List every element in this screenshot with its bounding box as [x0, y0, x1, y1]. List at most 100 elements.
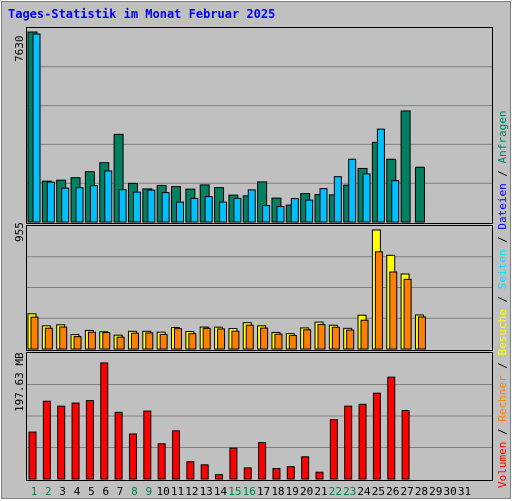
- bar-volumen-day-17: [258, 442, 267, 480]
- bar-rechner-day-26: [389, 271, 398, 350]
- bar-dateien-day-9: [147, 189, 156, 223]
- bar-rechner-day-1: [30, 316, 39, 350]
- bar-dateien-day-20: [305, 199, 314, 223]
- bar-volumen-day-16: [243, 467, 252, 480]
- bar-rechner-day-28: [417, 316, 426, 350]
- bar-anfragen-day-27: [400, 110, 411, 223]
- x-tick-19: 19: [286, 485, 299, 498]
- bar-volumen-day-21: [315, 471, 324, 480]
- bar-volumen-day-6: [100, 362, 109, 480]
- bar-volumen-day-8: [128, 433, 137, 480]
- bar-dateien-day-17: [262, 205, 271, 223]
- bar-rechner-day-2: [44, 327, 53, 350]
- bar-rechner-day-25: [374, 251, 383, 350]
- bar-volumen-day-22: [329, 419, 338, 480]
- requests-files-panel: [26, 27, 493, 224]
- x-tick-4: 4: [74, 485, 81, 498]
- bar-rechner-day-5: [87, 331, 96, 350]
- bar-dateien-day-8: [132, 191, 141, 223]
- x-tick-9: 9: [145, 485, 152, 498]
- x-tick-16: 16: [243, 485, 256, 498]
- bar-volumen-day-1: [28, 431, 37, 480]
- bar-volumen-day-23: [344, 405, 353, 480]
- chart-title: Tages-Statistik im Monat Februar 2025: [8, 7, 276, 21]
- x-tick-30: 30: [444, 485, 457, 498]
- bar-volumen-day-7: [114, 411, 123, 480]
- x-tick-14: 14: [214, 485, 228, 498]
- x-tick-18: 18: [271, 485, 284, 498]
- bar-volumen-day-24: [358, 403, 367, 480]
- bar-dateien-day-18: [276, 206, 285, 223]
- x-tick-20: 20: [300, 485, 313, 498]
- bar-rechner-day-9: [145, 332, 154, 350]
- bar-dateien-day-15: [233, 197, 242, 223]
- x-tick-3: 3: [59, 485, 66, 498]
- x-tick-5: 5: [88, 485, 95, 498]
- bar-volumen-day-2: [42, 400, 51, 480]
- bar-rechner-day-23: [346, 329, 355, 350]
- x-tick-11: 11: [171, 485, 184, 498]
- bar-rechner-day-19: [288, 334, 297, 350]
- x-tick-7: 7: [117, 485, 124, 498]
- bar-dateien-day-14: [219, 201, 228, 223]
- bar-volumen-day-15: [229, 447, 238, 480]
- bar-volumen-day-26: [387, 376, 396, 480]
- bar-volumen-day-3: [57, 405, 66, 480]
- bar-dateien-day-11: [176, 201, 184, 223]
- visits-hosts-panel: [26, 225, 493, 351]
- bar-rechner-day-17: [260, 327, 269, 350]
- bar-volumen-day-9: [143, 410, 152, 480]
- x-tick-23: 23: [343, 485, 356, 498]
- bar-dateien-day-22: [333, 176, 342, 223]
- bar-rechner-day-27: [403, 278, 412, 350]
- bar-dateien-day-25: [376, 128, 385, 223]
- x-tick-12: 12: [185, 485, 198, 498]
- bar-rechner-day-18: [274, 333, 283, 350]
- bar-volumen-day-5: [85, 400, 94, 480]
- bar-anfragen-day-28: [414, 166, 425, 223]
- x-tick-24: 24: [357, 485, 371, 498]
- bar-volumen-day-27: [401, 409, 410, 480]
- x-tick-1: 1: [31, 485, 38, 498]
- bar-volumen-day-25: [372, 392, 381, 480]
- bar-rechner-day-4: [73, 336, 82, 350]
- bar-rechner-day-10: [159, 333, 168, 350]
- bar-volumen-day-4: [71, 402, 80, 480]
- bar-volumen-day-11: [172, 430, 180, 480]
- bar-dateien-day-13: [204, 196, 213, 223]
- bar-rechner-day-14: [217, 328, 226, 350]
- volume-panel: [26, 352, 493, 481]
- x-tick-28: 28: [415, 485, 428, 498]
- bar-volumen-day-13: [200, 464, 209, 480]
- bar-volumen-day-20: [301, 456, 310, 480]
- bar-rechner-day-11: [174, 328, 182, 350]
- bar-rechner-day-6: [102, 332, 111, 350]
- bar-rechner-day-15: [231, 330, 240, 350]
- bar-dateien-day-24: [362, 173, 371, 223]
- x-tick-17: 17: [257, 485, 270, 498]
- bar-dateien-day-1: [32, 33, 41, 223]
- x-tick-8: 8: [131, 485, 138, 498]
- x-tick-13: 13: [200, 485, 213, 498]
- bar-dateien-day-7: [118, 189, 127, 223]
- bar-rechner-day-13: [202, 327, 211, 350]
- bar-dateien-day-10: [161, 192, 170, 223]
- x-tick-29: 29: [429, 485, 442, 498]
- bar-rechner-day-22: [331, 326, 340, 350]
- bar-volumen-day-12: [186, 461, 195, 480]
- bar-dateien-day-23: [348, 158, 357, 223]
- bar-rechner-day-8: [130, 332, 139, 350]
- bar-dateien-day-2: [46, 181, 55, 223]
- x-tick-10: 10: [157, 485, 170, 498]
- bar-rechner-day-24: [360, 319, 369, 350]
- bar-rechner-day-3: [59, 326, 68, 350]
- bar-dateien-day-3: [61, 187, 70, 223]
- x-tick-26: 26: [386, 485, 399, 498]
- bar-volumen-day-19: [286, 466, 295, 480]
- bar-volumen-day-10: [157, 443, 166, 480]
- bar-rechner-day-12: [188, 333, 197, 350]
- bar-rechner-day-7: [116, 336, 125, 350]
- bar-dateien-day-5: [89, 185, 98, 223]
